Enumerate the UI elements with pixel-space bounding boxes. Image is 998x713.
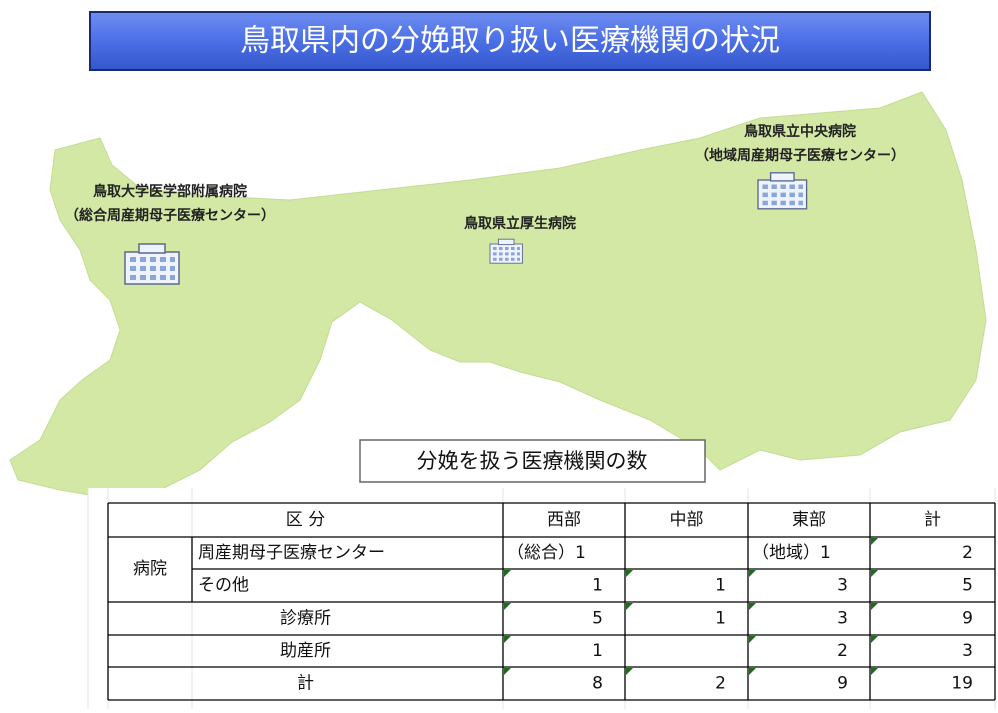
hospital-note: （総合周産期母子医療センター） (65, 207, 275, 224)
value-cell: 3 (837, 576, 848, 596)
value-cell: 2 (962, 543, 973, 563)
value-cell: 19 (951, 674, 973, 694)
value-cell: 8 (592, 674, 603, 694)
value-cell: 2 (715, 674, 726, 694)
hospital-name: 鳥取県立厚生病院 (464, 215, 576, 232)
map (9, 91, 987, 501)
value-cell: 1 (715, 609, 726, 629)
group-cell: 病院 (133, 559, 167, 579)
title: 鳥取県内の分娩取り扱い医療機関の状況 (240, 24, 780, 59)
value-cell: 5 (592, 609, 603, 629)
table: 区 分西部 中部 東部 計病院周産期母子医療センター （総合）1 （地域）1 2その他 1 1 3… (87, 488, 996, 709)
value-cell: （地域）1 (752, 543, 831, 563)
value-cell: 9 (837, 674, 848, 694)
header-cell: 西部 (547, 510, 581, 530)
cell-flag (871, 570, 878, 577)
header-cell: 中部 (670, 510, 704, 530)
hospital-name: 鳥取県立中央病院 (744, 123, 856, 140)
row-label: 周産期母子医療センター (198, 543, 385, 563)
cell-flag (504, 668, 511, 675)
value-cell: 1 (715, 576, 726, 596)
hospital-note: （地域周産期母子医療センター） (695, 147, 905, 164)
value-cell: 1 (592, 641, 603, 661)
cell-flag (504, 603, 511, 610)
row-label: 診療所 (280, 609, 331, 629)
cell-flag (626, 570, 633, 577)
cell-flag (749, 570, 756, 577)
row-label: その他 (198, 576, 249, 596)
cell-flag (871, 668, 878, 675)
row-label: 助産所 (280, 641, 331, 661)
cell-flag (749, 636, 756, 643)
value-cell: 9 (962, 609, 973, 629)
value-cell: 3 (837, 609, 848, 629)
cell-flag (626, 603, 633, 610)
title-bar (89, 11, 931, 71)
caption-box (359, 439, 706, 483)
value-cell: 2 (837, 641, 848, 661)
value-cell: 1 (592, 576, 603, 596)
row-label: 計 (297, 674, 314, 694)
value-cell: 5 (962, 576, 973, 596)
header-cell: 東部 (792, 510, 826, 530)
sheet (88, 488, 998, 709)
value-cell: 3 (962, 641, 973, 661)
cell-flag (504, 570, 511, 577)
cell-flag (871, 538, 878, 545)
table-caption: 分娩を扱う医療機関の数 (417, 449, 648, 473)
value-cell: （総合）1 (507, 543, 586, 563)
cell-flag (749, 668, 756, 675)
cell-flag (871, 603, 878, 610)
cell-flag (749, 603, 756, 610)
cell-flag (626, 668, 633, 675)
cell-flag (504, 636, 511, 643)
header-cell: 計 (924, 510, 941, 530)
hospital-name: 鳥取大学医学部附属病院 (93, 183, 247, 200)
cell-flag (871, 636, 878, 643)
header-cell: 区 分 (286, 510, 325, 530)
